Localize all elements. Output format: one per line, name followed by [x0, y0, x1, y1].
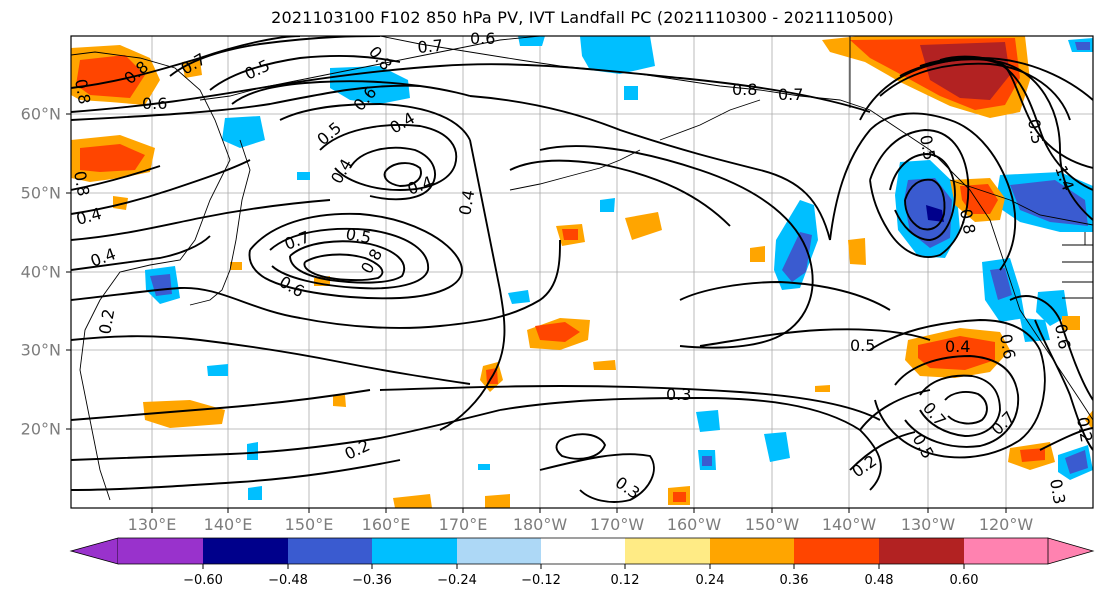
pv-contours: [71, 36, 1093, 503]
contour-label: 0.3: [612, 473, 644, 503]
colorbar-segment: [118, 538, 203, 564]
latitude-label: 20°N: [20, 419, 61, 439]
colorbar-segment: [541, 538, 625, 564]
colorbar-segment: [625, 538, 710, 564]
colorbar-tick-label: −0.12: [521, 573, 561, 588]
map-title: 2021103100 F102 850 hPa PV, IVT Landfall…: [271, 8, 894, 27]
colorbar: [69, 537, 1095, 569]
contour-label: 0.6: [1051, 322, 1074, 350]
colorbar-segment: [964, 538, 1048, 564]
contour-label: 0.8: [732, 80, 757, 99]
longitude-label: 150°E: [284, 515, 334, 534]
colorbar-segment: [794, 538, 879, 564]
contour-label: 0.5: [242, 56, 273, 84]
colorbar-segment: [710, 538, 794, 564]
colorbar-segment: [69, 537, 119, 565]
longitude-label: 180°W: [512, 515, 568, 534]
colorbar-tick-label: −0.48: [268, 573, 308, 588]
contour-label: 0.7: [987, 407, 1018, 438]
colorbar-tick-label: 0.36: [779, 573, 809, 588]
contour-label: 0.7: [919, 398, 950, 430]
longitude-label: 150°W: [744, 515, 800, 534]
contour-label: 0.5: [344, 224, 372, 247]
longitude-label: 160°W: [666, 515, 722, 534]
contour-label: 0.7: [282, 227, 312, 254]
contour-label: 0.7: [417, 36, 444, 57]
longitude-label: 130°E: [127, 515, 177, 534]
longitude-label: 130°W: [900, 515, 956, 534]
longitude-label: 140°E: [203, 515, 253, 534]
contour-label: 0.4: [945, 337, 970, 356]
contour-label: 0.4: [455, 188, 478, 216]
colorbar-segment: [288, 538, 372, 564]
contour-label: 0.6: [470, 29, 495, 48]
contour-label: 0.3: [666, 385, 691, 404]
colorbar-tick-label: 0.48: [864, 573, 894, 588]
latitude-label: 30°N: [20, 340, 61, 360]
contour-label: 0.7: [778, 85, 803, 104]
latitude-label: 40°N: [20, 262, 61, 282]
contour-label: 0.2: [95, 307, 118, 335]
colorbar-tick-label: −0.36: [352, 573, 392, 588]
contour-label: 0.4: [88, 244, 118, 271]
longitude-label: 170°W: [589, 515, 645, 534]
contour-label: 0.8: [70, 169, 93, 197]
colorbar-segment: [203, 538, 288, 564]
contour-label: 0.4: [74, 204, 104, 229]
latitude-label: 50°N: [20, 183, 61, 203]
contour-label: 0.5: [850, 336, 875, 355]
contour-label: 0.5: [916, 133, 939, 161]
contour-label: 0.6: [276, 272, 308, 301]
coastlines: [71, 36, 1093, 501]
gridlines: [71, 36, 1093, 508]
contour-label: 0.4: [405, 172, 435, 199]
contour-label: 0.8: [71, 77, 94, 105]
contour-label: 0.5: [1024, 117, 1047, 145]
contour-label: 0.5: [313, 118, 345, 149]
colorbar-tick-label: 0.60: [949, 573, 979, 588]
contour-label: 0.2: [848, 451, 880, 481]
contour-label: 0.8: [956, 207, 979, 235]
contour-label: 0.6: [996, 332, 1019, 360]
colorbar-tick-label: −0.60: [183, 573, 223, 588]
longitude-label: 160°E: [361, 515, 411, 534]
colorbar-segment: [1047, 537, 1095, 565]
longitude-label: 140°W: [821, 515, 877, 534]
longitude-label: 120°W: [978, 515, 1034, 534]
contour-label: 0.6: [142, 94, 167, 113]
contour-label: 0.2: [1073, 415, 1096, 443]
colorbar-segment: [372, 538, 457, 564]
longitude-label: 170°E: [438, 515, 488, 534]
contour-label: 0.4: [387, 108, 419, 137]
latitude-label: 60°N: [20, 104, 61, 124]
contour-label: 0.5: [909, 431, 938, 463]
colorbar-segment: [879, 538, 964, 564]
colorbar-tick-label: 0.12: [610, 573, 640, 588]
contour-label: 0.4: [327, 155, 356, 187]
tick-marks: [66, 113, 1007, 513]
colorbar-segment: [457, 538, 541, 564]
contour-label: 0.3: [1046, 477, 1069, 505]
colorbar-tick-label: 0.24: [695, 573, 725, 588]
colorbar-tick-label: −0.24: [437, 573, 477, 588]
